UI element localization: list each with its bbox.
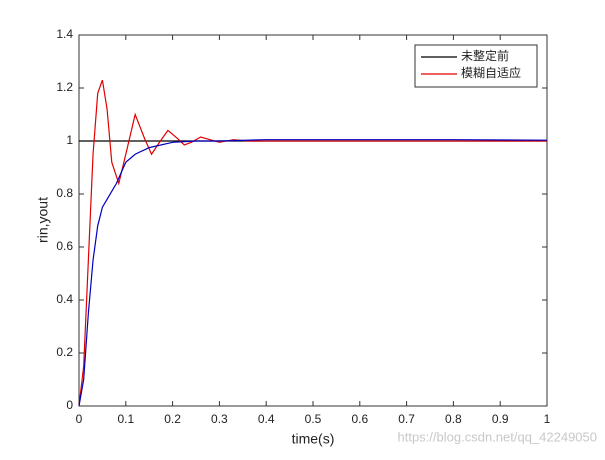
y-tick-label: 0.8 — [56, 186, 73, 200]
y-tick-label: 1.4 — [56, 27, 73, 41]
x-tick-label: 0.8 — [445, 412, 462, 426]
y-axis-label: rin,yout — [35, 197, 51, 243]
legend-box — [414, 44, 538, 88]
y-tick-label: 0.2 — [56, 345, 73, 359]
x-tick-label: 0.1 — [117, 412, 134, 426]
y-tick-label: 0.6 — [56, 239, 73, 253]
x-tick-label: 0.7 — [398, 412, 415, 426]
line-series — [78, 139, 548, 407]
x-tick-label: 0.5 — [305, 412, 322, 426]
x-axis-label: time(s) — [292, 431, 335, 447]
x-tick-label: 1 — [544, 412, 551, 426]
y-tick-label: 0.4 — [56, 292, 73, 306]
legend-label: 模糊自适应 — [461, 65, 521, 80]
x-tick-label: 0.6 — [351, 412, 368, 426]
line-series — [78, 79, 547, 407]
x-tick-label: 0 — [76, 412, 83, 426]
watermark: https://blog.csdn.net/qq_42249050 — [398, 429, 598, 444]
y-tick-label: 1.2 — [56, 80, 73, 94]
x-tick-label: 0.4 — [258, 412, 275, 426]
y-tick-label: 0 — [66, 398, 73, 412]
x-tick-label: 0.3 — [211, 412, 228, 426]
legend-label: 未整定前 — [461, 48, 509, 63]
x-tick-label: 0.2 — [164, 412, 181, 426]
y-tick-label: 1 — [66, 133, 73, 147]
plot-area — [78, 34, 548, 407]
x-tick-label: 0.9 — [492, 412, 509, 426]
